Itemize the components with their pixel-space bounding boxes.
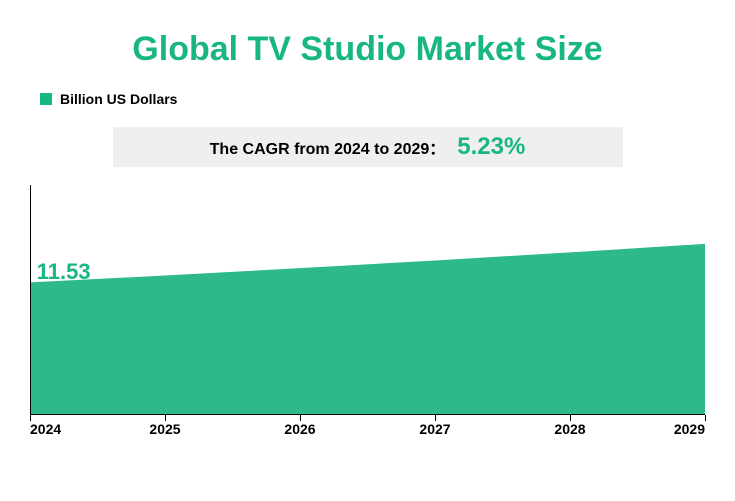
cagr-text: The CAGR from 2024 to 2029：: [210, 135, 446, 159]
cagr-box: The CAGR from 2024 to 2029： 5.23%: [113, 127, 623, 167]
area-path: [30, 244, 705, 415]
x-axis-label: 2029: [674, 421, 705, 437]
legend-label: Billion US Dollars: [60, 91, 177, 107]
first-value-label: 11.53: [37, 259, 91, 285]
x-tick: [705, 415, 706, 421]
area-svg: [30, 185, 705, 415]
x-axis-label: 2024: [30, 421, 61, 437]
cagr-value: 5.23%: [457, 133, 525, 161]
area-chart: 11.53: [30, 185, 705, 415]
x-axis-label: 2028: [554, 421, 585, 437]
legend-swatch: [40, 93, 52, 105]
legend: Billion US Dollars: [40, 91, 705, 107]
y-axis-line: [30, 185, 31, 415]
page-title: Global TV Studio Market Size: [30, 30, 705, 69]
x-axis-label: 2025: [149, 421, 180, 437]
x-axis-label: 2026: [284, 421, 315, 437]
x-axis-line: [30, 414, 705, 415]
x-axis-label: 2027: [419, 421, 450, 437]
chart-container: Global TV Studio Market Size Billion US …: [0, 0, 735, 501]
x-axis-labels: 2024 2025 2026 2027 2028 2029: [30, 421, 705, 441]
